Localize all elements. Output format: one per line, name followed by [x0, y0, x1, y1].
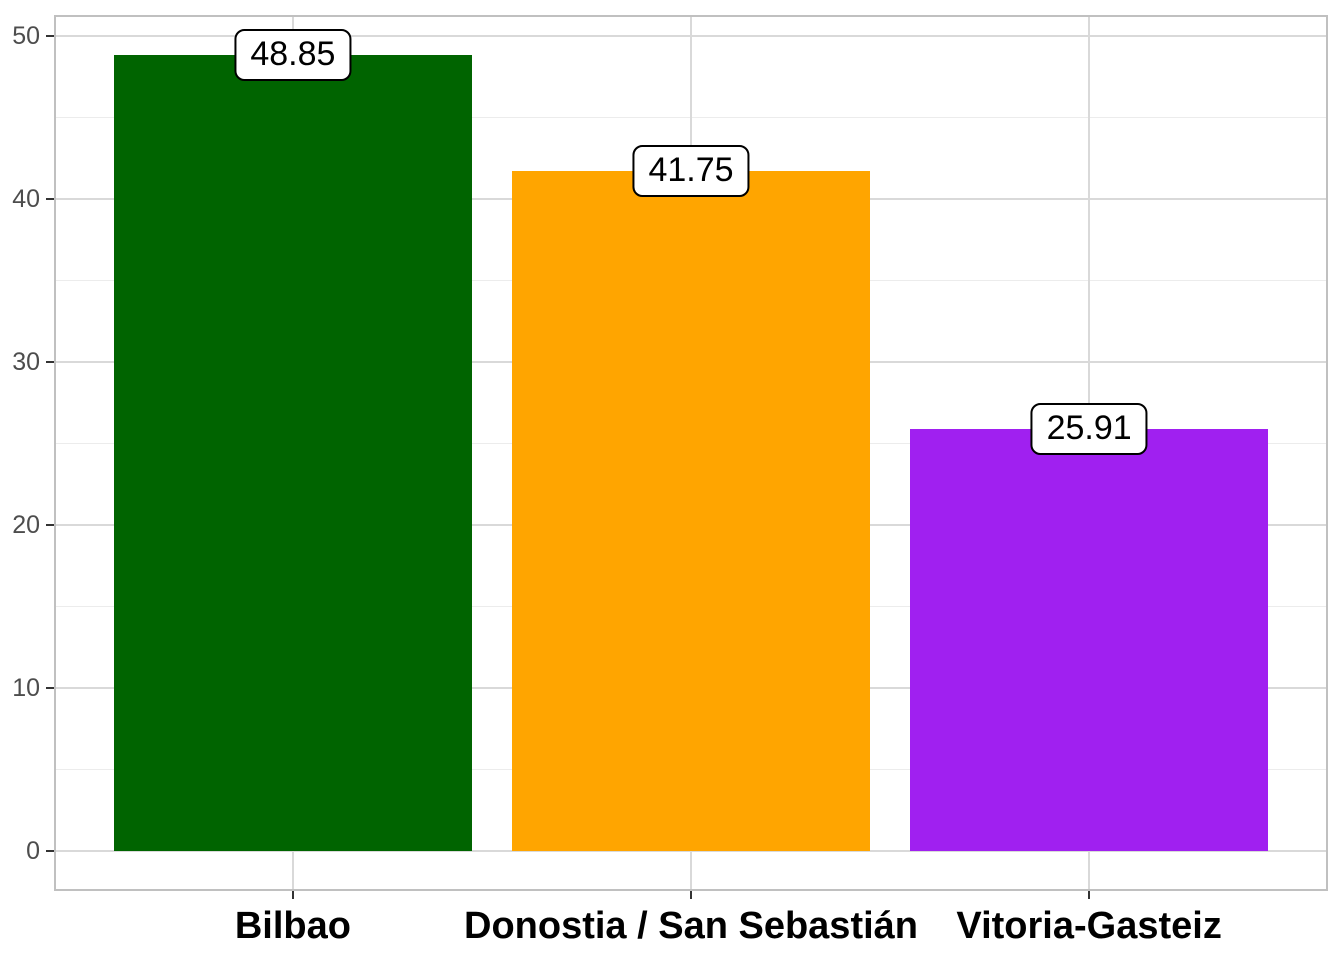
y-tick-mark	[46, 687, 54, 690]
y-tick-mark	[46, 524, 54, 527]
y-tick-label: 50	[12, 22, 40, 51]
y-tick-label: 10	[12, 674, 40, 703]
y-tick-label: 30	[12, 348, 40, 377]
y-tick-mark	[46, 361, 54, 364]
x-tick-label: Vitoria-Gasteiz	[956, 905, 1222, 947]
y-tick-label: 20	[12, 511, 40, 540]
x-tick-label: Bilbao	[234, 905, 351, 947]
value-label: 25.91	[1030, 402, 1148, 455]
y-tick-label: 40	[12, 185, 40, 214]
x-tick-label: Donostia / San Sebastián	[464, 905, 918, 947]
x-tick-mark	[291, 891, 294, 899]
bar-bilbao	[113, 54, 473, 852]
x-tick-mark	[1088, 891, 1091, 899]
y-tick-mark	[46, 850, 54, 853]
y-tick-mark	[46, 198, 54, 201]
value-label: 48.85	[234, 28, 352, 81]
bar-vitoria-gasteiz	[909, 428, 1269, 852]
y-tick-label: 0	[26, 837, 40, 866]
y-tick-mark	[46, 35, 54, 38]
x-tick-mark	[690, 891, 692, 899]
bar-donostia-san-sebasti-n	[511, 170, 871, 852]
value-label: 41.75	[632, 144, 750, 197]
